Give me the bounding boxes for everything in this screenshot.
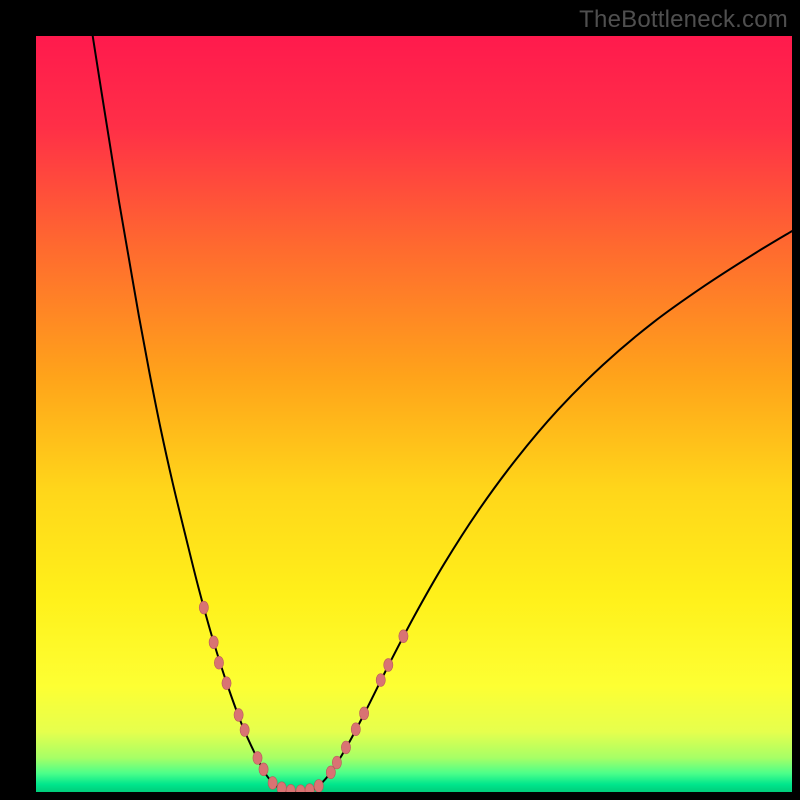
marker-point <box>399 630 408 643</box>
gradient-background <box>36 36 792 792</box>
watermark-text: TheBottleneck.com <box>579 6 788 34</box>
marker-point <box>214 656 223 669</box>
marker-point <box>259 763 268 776</box>
marker-point <box>376 674 385 687</box>
plot-area <box>36 36 792 792</box>
marker-point <box>240 724 249 737</box>
marker-point <box>234 708 243 721</box>
chart-svg <box>36 36 792 792</box>
marker-point <box>341 741 350 754</box>
marker-point <box>209 636 218 649</box>
marker-point <box>314 780 323 792</box>
marker-point <box>277 782 286 792</box>
frame-border-bottom <box>0 792 800 800</box>
marker-point <box>268 777 277 790</box>
marker-point <box>360 707 369 720</box>
marker-point <box>384 659 393 672</box>
marker-point <box>199 601 208 614</box>
frame-border-right <box>792 0 800 800</box>
marker-point <box>351 723 360 736</box>
frame-border-left <box>0 0 36 800</box>
marker-point <box>222 677 231 690</box>
marker-point <box>332 756 341 769</box>
marker-point <box>253 752 262 765</box>
